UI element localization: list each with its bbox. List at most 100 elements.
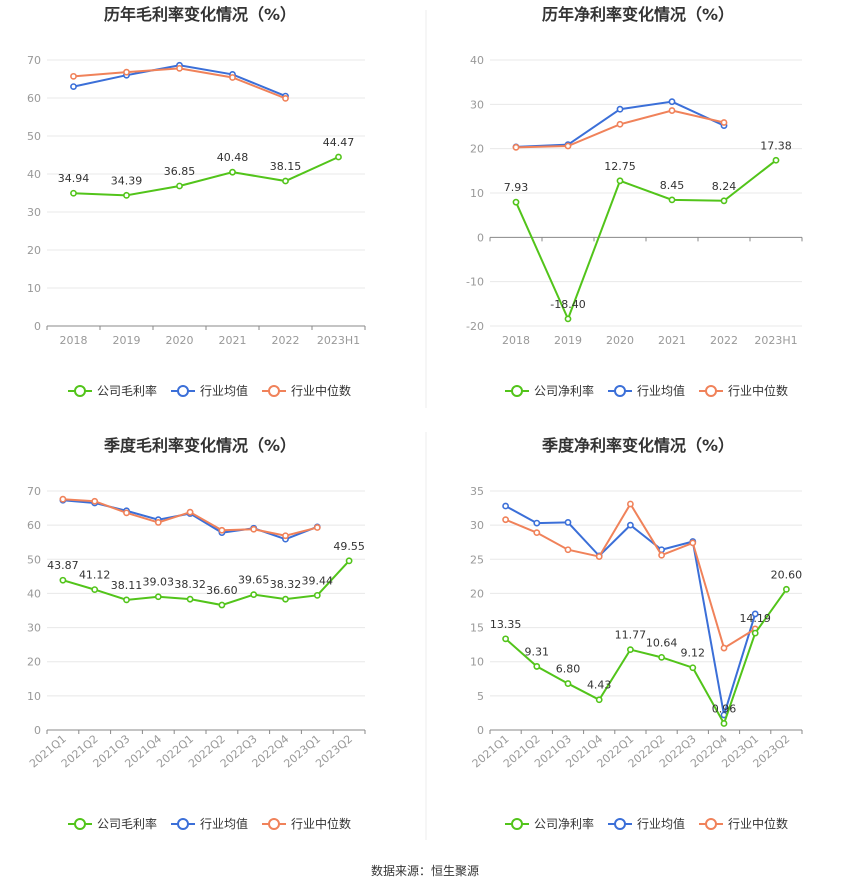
data-point-industry_median[interactable] [123,509,130,517]
data-point-industry_avg[interactable] [616,105,624,113]
data-point-company[interactable] [345,557,353,565]
data-label: 11.77 [615,629,647,642]
data-point-industry_avg[interactable] [502,502,509,510]
y-tick-label: 70 [27,485,41,498]
data-point-company[interactable] [720,720,728,727]
legend-item-industry_avg[interactable]: 行业均值 [171,816,248,831]
data-point-industry_median[interactable] [59,495,67,503]
data-point-company[interactable] [564,680,572,687]
data-point-company[interactable] [229,168,236,176]
x-tick-label: 2021 [658,334,686,347]
x-tick-label: 2020 [606,334,634,347]
data-point-industry_avg[interactable] [668,98,676,106]
legend-swatch-marker [614,385,626,397]
data-point-company[interactable] [720,197,728,205]
data-point-industry_avg[interactable] [751,610,759,618]
data-point-company[interactable] [70,189,77,197]
data-point-industry_median[interactable] [720,644,728,652]
legend-item-industry_avg[interactable]: 行业均值 [608,816,685,831]
data-point-industry_median[interactable] [627,500,634,508]
data-point-company[interactable] [218,601,226,609]
data-point-industry_median[interactable] [91,497,99,505]
data-point-company[interactable] [282,595,289,603]
data-point-industry_median[interactable] [250,525,258,533]
legend-item-industry_median[interactable]: 行业中位数 [699,383,788,398]
data-label: 36.85 [164,165,196,178]
series-line-company [62,560,350,607]
legend-item-industry_avg[interactable]: 行业均值 [171,383,248,398]
legend-item-company[interactable]: 公司净利率 [505,383,594,398]
data-point-industry_median[interactable] [154,519,162,526]
data-point-company[interactable] [668,196,676,204]
y-tick-label: 60 [27,92,41,105]
legend-item-company[interactable]: 公司毛利率 [68,383,157,398]
data-point-company[interactable] [123,596,130,604]
data-point-industry_median[interactable] [282,532,289,540]
data-point-company[interactable] [154,593,162,601]
legend-item-company[interactable]: 公司毛利率 [68,816,157,831]
data-point-company[interactable] [91,586,99,594]
legend-item-industry_median[interactable]: 行业中位数 [699,816,788,831]
data-point-industry_median[interactable] [689,539,697,547]
data-point-industry_median[interactable] [229,74,236,81]
data-label: 44.47 [323,136,355,149]
data-point-industry_median[interactable] [176,64,183,72]
data-point-industry_median[interactable] [313,524,321,531]
data-point-company[interactable] [186,595,194,603]
data-point-industry_median[interactable] [533,529,541,537]
data-point-company[interactable] [123,191,130,199]
legend-swatch-marker [511,385,523,397]
data-point-industry_median[interactable] [512,143,520,151]
data-point-industry_median[interactable] [218,526,226,534]
data-point-industry_median[interactable] [616,120,624,128]
data-point-company[interactable] [564,315,572,323]
chart-panel-3: 季度毛利率变化情况（%）0102030405060702021Q12021Q22… [27,436,366,831]
data-point-industry_avg[interactable] [533,519,541,527]
data-point-industry_median[interactable] [668,107,676,114]
data-point-industry_avg[interactable] [70,83,77,90]
data-point-company[interactable] [313,591,321,599]
legend-item-industry_median[interactable]: 行业中位数 [262,816,351,831]
y-tick-label: 20 [27,244,41,257]
data-point-company[interactable] [772,156,780,164]
data-point-company[interactable] [512,198,520,206]
data-point-company[interactable] [282,177,289,185]
data-point-company[interactable] [533,663,541,670]
data-label: 49.55 [333,540,365,553]
data-point-industry_median[interactable] [282,94,289,102]
data-point-company[interactable] [783,585,790,593]
legend-item-industry_median[interactable]: 行业中位数 [262,383,351,398]
data-point-company[interactable] [502,635,509,643]
data-point-company[interactable] [658,653,665,661]
data-label: 34.39 [111,174,143,187]
data-point-company[interactable] [250,591,258,599]
data-point-company[interactable] [627,646,634,654]
legend-label: 行业中位数 [728,383,788,398]
data-point-company[interactable] [595,696,603,704]
data-point-company[interactable] [616,177,624,185]
data-point-industry_median[interactable] [186,508,194,516]
data-label: 41.12 [79,569,111,582]
data-point-industry_median[interactable] [70,72,77,80]
data-point-company[interactable] [689,664,697,672]
data-point-industry_median[interactable] [658,551,665,559]
legend-label: 行业中位数 [728,816,788,831]
data-point-industry_median[interactable] [123,68,130,76]
legend-item-company[interactable]: 公司净利率 [505,816,594,831]
data-point-company[interactable] [751,629,759,637]
legend-swatch-marker [268,818,280,830]
data-point-company[interactable] [335,153,342,161]
data-point-company[interactable] [59,576,67,584]
data-point-industry_median[interactable] [564,142,572,150]
data-label: 0.96 [712,702,737,715]
data-point-industry_avg[interactable] [564,519,572,526]
data-point-industry_median[interactable] [502,516,509,524]
data-point-industry_avg[interactable] [627,521,634,529]
data-point-industry_median[interactable] [720,119,728,126]
data-point-company[interactable] [176,182,183,190]
legend-label: 公司净利率 [534,816,594,831]
data-point-industry_median[interactable] [595,553,603,560]
legend-label: 行业均值 [200,816,248,831]
legend-item-industry_avg[interactable]: 行业均值 [608,383,685,398]
data-point-industry_median[interactable] [564,546,572,554]
